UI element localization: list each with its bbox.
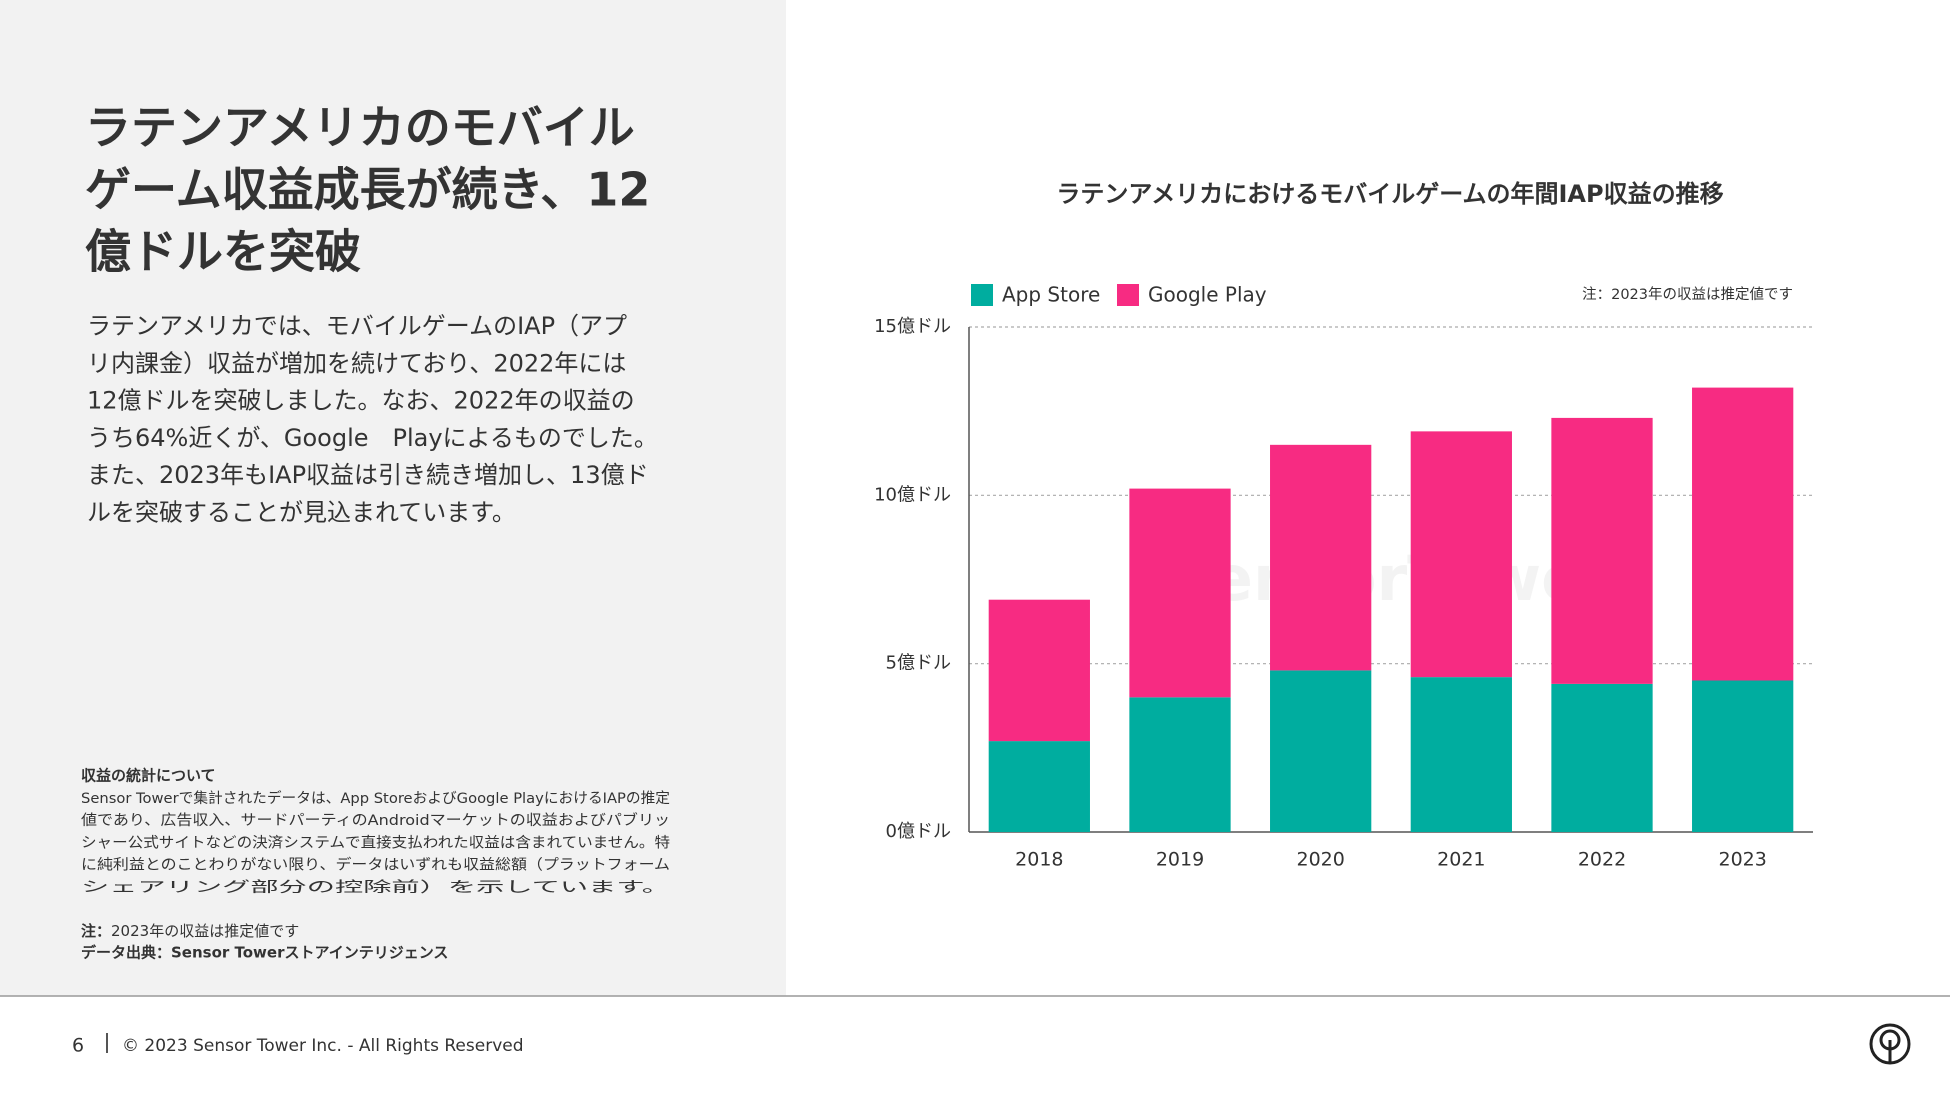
- bar-segment: [1129, 697, 1231, 832]
- bar-segment: [1270, 670, 1372, 832]
- left-panel: [0, 0, 786, 996]
- y-tick-label: 10億ドル: [874, 484, 951, 505]
- legend-label: App Store: [1002, 283, 1100, 307]
- notes-line: 値であり、広告収入、サードパーティのAndroidマーケットの収益およびパブリッ: [81, 811, 670, 829]
- notes-line: に純利益とのことわりがない限り、データはいずれも収益総額（プラットフォーム: [81, 856, 670, 874]
- page-number: 6: [72, 1035, 84, 1057]
- notes: 収益の統計について Sensor Towerで集計されたデータは、App Stor…: [81, 767, 670, 962]
- x-tick-label: 2018: [1015, 849, 1063, 871]
- bar-segment: [1692, 680, 1794, 832]
- legend-swatch: [1117, 284, 1139, 306]
- bar-segment: [1551, 683, 1653, 832]
- bar-segment: [1551, 417, 1653, 684]
- bar-segment: [1270, 444, 1372, 671]
- body-line: うち64%近くが、Google Playによるものでした。: [87, 424, 658, 452]
- x-tick-label: 2019: [1156, 849, 1204, 871]
- x-tick-label: 2023: [1718, 849, 1766, 871]
- estimate-label: 注：: [81, 922, 111, 940]
- bar-segment: [988, 741, 1090, 832]
- chart: ラテンアメリカにおけるモバイルゲームの年間IAP収益の推移 SensorTower…: [874, 180, 1813, 871]
- body-line: ルを突破することが見込まれています。: [87, 499, 516, 527]
- copyright: © 2023 Sensor Tower Inc. - All Rights Re…: [122, 1036, 524, 1056]
- watermark: SensorTower: [1166, 542, 1614, 615]
- estimate-text: 2023年の収益は推定値です: [111, 922, 299, 940]
- notes-title: 収益の統計について: [81, 767, 216, 785]
- y-tick-label: 15億ドル: [874, 316, 951, 337]
- y-tick-label: 0億ドル: [886, 821, 951, 842]
- bar-segment: [1692, 387, 1794, 681]
- legend-swatch: [971, 284, 993, 306]
- heading-line: ラテンアメリカのモバイル: [85, 101, 635, 155]
- legend-label: Google Play: [1148, 283, 1267, 307]
- heading-line: ゲーム収益成長が続き、12: [85, 163, 650, 217]
- bar-segment: [1410, 677, 1512, 832]
- notes-line: Sensor Towerで集計されたデータは、App StoreおよびGoogl…: [81, 789, 670, 807]
- body-line: また、2023年もIAP収益は引き続き増加し、13億ド: [87, 461, 649, 489]
- annotation: 注：2023年の収益は推定値です: [1582, 286, 1793, 303]
- x-tick-label: 2021: [1437, 849, 1485, 871]
- bar-segment: [1410, 431, 1512, 678]
- chart-title: ラテンアメリカにおけるモバイルゲームの年間IAP収益の推移: [1056, 180, 1723, 208]
- notes-line: シャー公式サイトなどの決済システムで直接支払われた収益は含まれていません。特: [81, 834, 670, 851]
- x-tick-label: 2022: [1578, 849, 1626, 871]
- body-line: ラテンアメリカでは、モバイルゲームのIAP（アプ: [87, 312, 627, 340]
- logo: [1869, 1023, 1911, 1065]
- y-tick-label: 5億ドル: [886, 653, 951, 674]
- body-line: リ内課金）収益が増加を続けており、2022年には: [87, 349, 626, 377]
- notes-line: シェアリング部分の控除前）を示しています。: [81, 879, 670, 896]
- body-text: ラテンアメリカでは、モバイルゲームのIAP（アプリ内課金）収益が増加を続けており…: [87, 312, 658, 527]
- estimate-note: 注：2023年の収益は推定値です: [81, 922, 299, 940]
- body-line: 12億ドルを突破しました。なお、2022年の収益の: [87, 387, 635, 415]
- source: データ出典：Sensor Towerストアインテリジェンス: [81, 944, 448, 962]
- bar-segment: [988, 599, 1090, 742]
- x-tick-label: 2020: [1296, 849, 1344, 871]
- heading-line: 億ドルを突破: [85, 225, 361, 279]
- bar-segment: [1129, 488, 1231, 698]
